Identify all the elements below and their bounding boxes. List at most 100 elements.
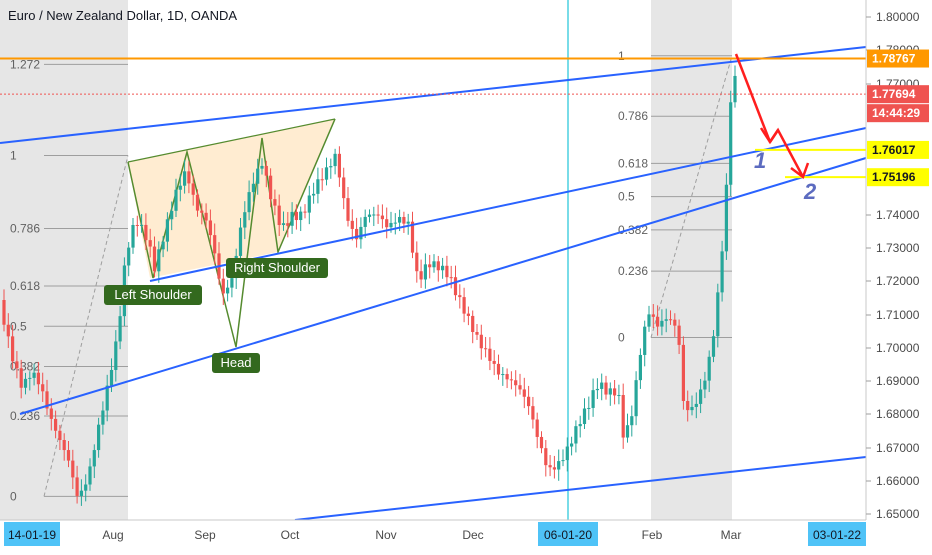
- candle-body: [458, 295, 462, 298]
- candle-body: [11, 336, 15, 362]
- candle-body: [531, 406, 535, 420]
- candle-body: [673, 319, 677, 326]
- price-box-bg: [867, 168, 929, 187]
- candle-body: [226, 287, 230, 294]
- candle-body: [58, 430, 62, 440]
- projection-arrows: [734, 53, 810, 180]
- candle-body: [337, 153, 341, 178]
- candle-body: [681, 344, 685, 401]
- candle-body: [578, 424, 582, 427]
- time-tick-label: Nov: [375, 528, 396, 542]
- price-axis-ticks: 1.800001.780001.770001.740001.730001.720…: [866, 10, 920, 521]
- candle-body: [243, 212, 247, 228]
- candle-body: [398, 216, 402, 223]
- price-tick-label: 1.73000: [876, 241, 920, 255]
- candle-body: [535, 419, 539, 437]
- candle-body: [668, 319, 673, 321]
- candle-body: [307, 195, 311, 213]
- candle-body: [174, 189, 178, 211]
- fib-level-label: 1.272: [10, 57, 40, 71]
- price-tick-label: 1.67000: [876, 441, 920, 455]
- candle-body: [690, 406, 694, 411]
- price-tick-label: 1.71000: [876, 308, 920, 322]
- price-label-target-2: 1.75196: [867, 168, 929, 187]
- candle-body: [686, 400, 690, 411]
- price-box-bg: [867, 104, 929, 123]
- candle-body: [183, 171, 187, 186]
- candle-body: [320, 179, 324, 181]
- right-shoulder-label: Right Shoulder: [226, 258, 328, 278]
- price-label-last: 1.77694: [867, 85, 929, 104]
- candle-body: [539, 436, 544, 449]
- candle-body: [66, 450, 71, 461]
- candle-body: [694, 403, 698, 407]
- candle-body: [269, 175, 273, 200]
- arrow-leg-1: [734, 53, 772, 143]
- candle-body: [621, 395, 625, 438]
- time-tick-label: Aug: [102, 528, 123, 542]
- candle-body: [333, 153, 337, 167]
- fib-level-label: 0.618: [10, 279, 40, 293]
- candle-body: [230, 278, 234, 288]
- candle-body: [45, 391, 49, 409]
- candle-body: [19, 368, 23, 388]
- candle-body: [131, 224, 135, 248]
- wave-label-2: 2: [803, 179, 817, 204]
- time-tick-label: Mar: [721, 528, 742, 542]
- candle-body: [23, 378, 28, 388]
- candle-body: [200, 210, 204, 213]
- candle-body: [75, 477, 79, 496]
- candle-body: [281, 223, 286, 226]
- head-label: Head: [212, 353, 260, 373]
- label-text: Right Shoulder: [234, 260, 321, 275]
- candle-body: [36, 372, 40, 385]
- candle-body: [359, 226, 363, 240]
- time-tick-label: Dec: [462, 528, 483, 542]
- candle-body: [574, 426, 578, 444]
- candle-body: [251, 183, 255, 193]
- candle-body: [54, 418, 58, 431]
- candle-body: [724, 184, 728, 252]
- candle-body: [187, 171, 191, 184]
- candle-body: [144, 224, 148, 241]
- candle-body: [140, 224, 144, 226]
- fib-level-label: 0.5: [618, 190, 635, 204]
- candle-body: [544, 448, 548, 466]
- arrow-leg-2: [768, 127, 805, 178]
- fib-level-label: 0.236: [10, 409, 40, 423]
- time-tick-label: Sep: [194, 528, 216, 542]
- price-tick-label: 1.72000: [876, 274, 920, 288]
- candle-body: [170, 210, 174, 220]
- candle-body: [161, 241, 165, 250]
- candle-body: [380, 215, 384, 220]
- shaded-region-right: [651, 0, 732, 520]
- candle-body: [299, 211, 303, 221]
- candle-body: [484, 348, 488, 350]
- candle-body: [608, 388, 612, 395]
- time-box-start: 14-01-19: [4, 522, 60, 546]
- wave-label-1: 1: [754, 148, 766, 173]
- label-box: [212, 353, 260, 373]
- candle-body: [716, 292, 720, 337]
- candle-body: [664, 319, 668, 321]
- candles: [2, 65, 737, 506]
- time-tick-label: Feb: [642, 528, 663, 542]
- time-box-text: 03-01-22: [813, 528, 861, 542]
- candle-body: [492, 360, 496, 364]
- candle-body: [32, 372, 36, 378]
- time-axis-bg: [0, 520, 932, 550]
- price-tick-label: 1.70000: [876, 341, 920, 355]
- candle-body: [565, 446, 569, 461]
- candle-body: [152, 246, 157, 272]
- fib-level-label: 0.618: [618, 156, 648, 170]
- candle-body: [711, 336, 716, 357]
- candle-body: [316, 179, 320, 194]
- candle-body: [148, 240, 152, 247]
- candle-body: [385, 219, 389, 228]
- time-box-end: 03-01-22: [808, 522, 866, 546]
- candle-body: [84, 484, 88, 491]
- fib-level-label: 0: [10, 489, 17, 503]
